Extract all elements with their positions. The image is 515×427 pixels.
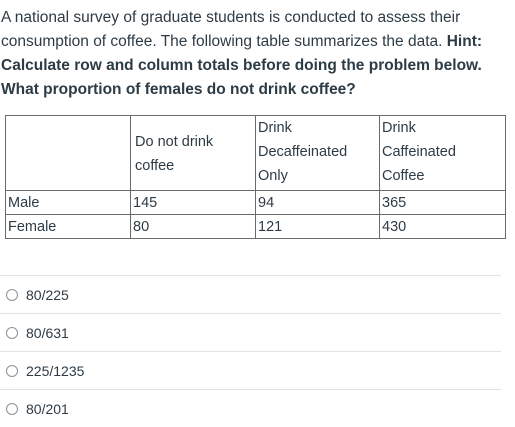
hint-label: Hint: xyxy=(446,33,483,50)
header-line: Decaffeinated xyxy=(258,144,348,160)
answer-option[interactable]: 80/201 xyxy=(0,389,501,427)
row-label: Female xyxy=(5,214,131,239)
header-line: coffee xyxy=(135,158,175,174)
header-line: Do not drink xyxy=(135,134,214,150)
question-text: A national survey of graduate students i… xyxy=(1,6,513,102)
table-cell: 365 xyxy=(379,190,506,215)
answer-option[interactable]: 80/631 xyxy=(0,313,501,351)
table-header-cell: Do not drink coffee xyxy=(130,115,256,191)
radio-button[interactable] xyxy=(6,288,18,301)
table-header-cell: Drink Decaffeinated Only xyxy=(255,115,380,191)
option-label[interactable]: 225/1235 xyxy=(26,362,85,379)
question-prompt: What proportion of females do not drink … xyxy=(1,81,356,98)
question-line-bold: Calculate row and column totals before d… xyxy=(1,57,482,74)
answer-option[interactable]: 80/225 xyxy=(0,275,501,313)
radio-button[interactable] xyxy=(6,402,18,415)
data-table: Do not drink coffee Drink Decaffeinated … xyxy=(5,115,506,239)
table-header-empty xyxy=(5,115,131,191)
option-label[interactable]: 80/201 xyxy=(26,400,69,417)
table-cell: 145 xyxy=(130,190,256,215)
question-line-text: consumption of coffee. The following tab… xyxy=(1,33,447,50)
header-line: Drink xyxy=(382,120,416,136)
radio-button[interactable] xyxy=(6,364,18,377)
table-header-row: Do not drink coffee Drink Decaffeinated … xyxy=(5,115,506,191)
header-line: Caffeinated xyxy=(382,144,456,160)
table-cell: 80 xyxy=(130,214,256,239)
option-label[interactable]: 80/631 xyxy=(26,324,69,341)
answer-options: 80/225 80/631 225/1235 80/201 xyxy=(0,275,501,427)
option-label[interactable]: 80/225 xyxy=(26,286,69,303)
header-line: Coffee xyxy=(382,168,425,184)
table-row: Male 145 94 365 xyxy=(5,190,506,215)
table-cell: 94 xyxy=(255,190,380,215)
question-line: consumption of coffee. The following tab… xyxy=(1,30,513,54)
header-line: Drink xyxy=(258,120,292,136)
radio-button[interactable] xyxy=(6,326,18,339)
answer-option[interactable]: 225/1235 xyxy=(0,351,501,389)
header-line: Only xyxy=(258,168,288,184)
table-header-cell: Drink Caffeinated Coffee xyxy=(379,115,506,191)
question-line: A national survey of graduate students i… xyxy=(1,9,461,26)
table-cell: 430 xyxy=(379,214,506,239)
row-label: Male xyxy=(5,190,131,215)
table-cell: 121 xyxy=(255,214,380,239)
table-row: Female 80 121 430 xyxy=(5,214,506,239)
